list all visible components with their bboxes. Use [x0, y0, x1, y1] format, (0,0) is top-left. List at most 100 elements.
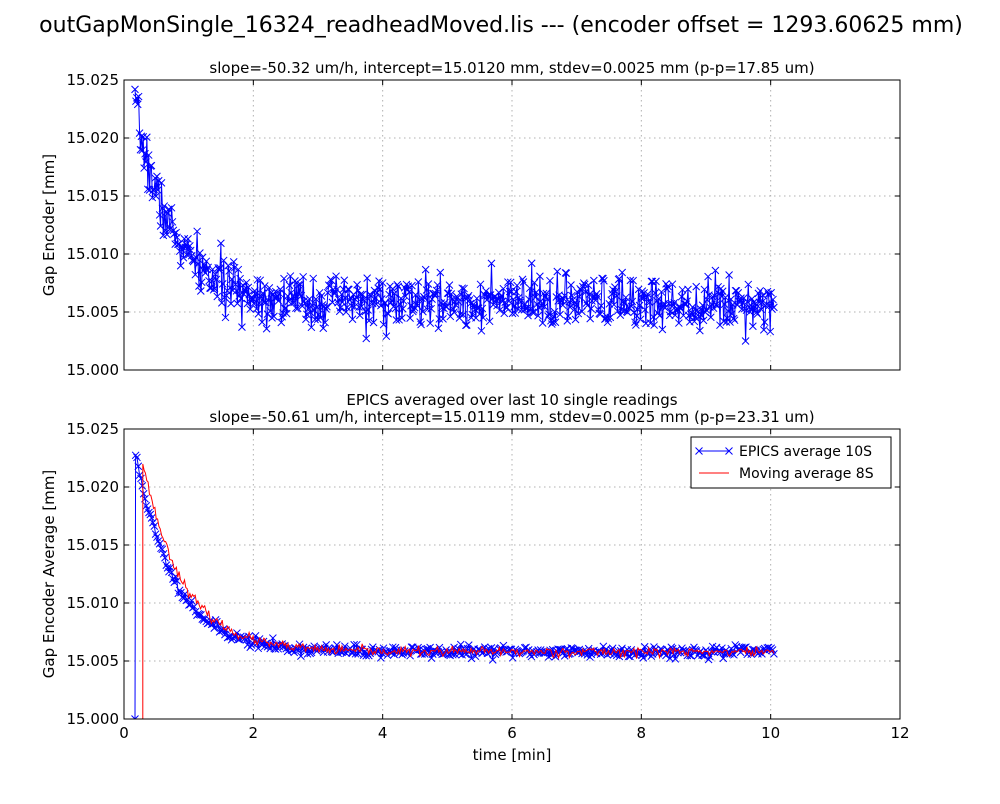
data-point: [485, 317, 494, 326]
data-point: [698, 301, 707, 310]
data-point: [196, 287, 205, 295]
data-point: [749, 322, 757, 331]
data-point: [274, 644, 283, 653]
data-point: [427, 304, 435, 313]
data-point: [607, 296, 616, 305]
data-point: [312, 295, 320, 303]
data-point: [650, 321, 659, 329]
data-point: [767, 288, 776, 297]
data-point: [254, 310, 263, 318]
data-point: [255, 299, 264, 307]
data-point: [499, 284, 508, 293]
data-point: [153, 172, 161, 181]
data-point: [581, 288, 590, 296]
data-point: [362, 334, 371, 343]
series-line-moving: [142, 463, 775, 719]
data-point: [138, 146, 147, 155]
data-point: [376, 654, 385, 662]
data-point: [469, 300, 478, 309]
data-point: [546, 646, 554, 655]
data-point: [323, 302, 331, 311]
data-point: [698, 651, 706, 659]
data-point: [700, 285, 709, 294]
data-point: [294, 646, 303, 655]
data-point: [133, 100, 142, 109]
data-point: [495, 306, 504, 315]
data-point: [516, 297, 525, 306]
data-point: [181, 243, 190, 252]
data-point: [593, 292, 602, 301]
data-point: [655, 311, 664, 320]
data-point: [477, 326, 486, 335]
data-point: [150, 522, 159, 530]
data-point: [192, 253, 201, 262]
data-point: [185, 601, 193, 609]
data-point: [556, 310, 564, 319]
data-point: [633, 305, 642, 314]
data-point: [553, 267, 562, 276]
data-point: [174, 240, 182, 249]
data-point: [173, 576, 181, 585]
data-point: [749, 298, 758, 307]
data-point: [657, 288, 666, 296]
data-point: [297, 291, 306, 300]
data-point: [200, 261, 209, 270]
data-point: [572, 300, 581, 309]
data-point: [155, 211, 164, 219]
data-point: [744, 280, 753, 289]
data-point: [517, 305, 526, 314]
y-tick-label: 15.010: [67, 594, 120, 612]
data-point: [355, 311, 364, 320]
data-point: [227, 299, 235, 308]
data-point: [363, 274, 372, 282]
data-point: [442, 303, 451, 311]
data-point: [519, 278, 528, 286]
data-point: [620, 306, 628, 315]
data-point: [692, 282, 701, 291]
data-point: [582, 299, 591, 307]
data-point: [306, 308, 315, 317]
data-point: [161, 226, 170, 235]
data-point: [260, 298, 268, 306]
data-point: [172, 228, 180, 237]
y-tick-label: 15.020: [67, 478, 120, 496]
data-point: [670, 298, 679, 307]
data-point: [560, 652, 569, 660]
data-point: [459, 311, 467, 319]
data-point: [205, 276, 213, 285]
data-point: [571, 315, 580, 324]
data-point: [746, 308, 754, 316]
data-point: [540, 302, 549, 311]
data-point: [527, 259, 536, 268]
data-point: [558, 301, 567, 309]
data-point: [674, 319, 683, 327]
data-point: [394, 282, 403, 291]
data-point: [708, 292, 717, 301]
data-point: [259, 289, 267, 298]
data-point: [228, 275, 236, 284]
data-point: [133, 453, 141, 462]
data-point: [425, 299, 434, 307]
data-point: [567, 281, 575, 289]
series-markers-epics: [131, 451, 778, 719]
plot-area: [131, 85, 778, 345]
data-point: [449, 305, 457, 314]
x-tick-label: 12: [890, 724, 909, 742]
data-point: [236, 274, 244, 283]
data-point: [408, 281, 416, 290]
data-point: [718, 287, 727, 296]
data-point: [605, 300, 614, 308]
data-point: [180, 234, 189, 243]
data-point: [214, 264, 223, 272]
data-point: [532, 288, 541, 297]
data-point: [374, 284, 382, 293]
data-point: [466, 299, 475, 308]
data-point: [632, 321, 640, 329]
data-point: [144, 151, 153, 159]
data-point: [191, 270, 200, 279]
data-point: [488, 656, 497, 664]
data-point: [175, 247, 184, 256]
data-point: [439, 315, 447, 323]
data-point: [550, 307, 559, 316]
data-point: [271, 645, 280, 653]
